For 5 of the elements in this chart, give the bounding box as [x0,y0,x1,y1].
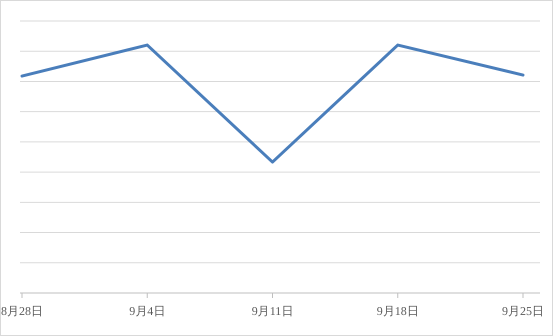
x-tick-label: 9月18日 [376,304,419,318]
x-tick-label: 9月25日 [502,304,544,318]
x-tick-label: 9月11日 [252,304,294,318]
x-tick-label: 9月4日 [129,304,166,318]
x-tick-label: 8月28日 [1,304,43,318]
